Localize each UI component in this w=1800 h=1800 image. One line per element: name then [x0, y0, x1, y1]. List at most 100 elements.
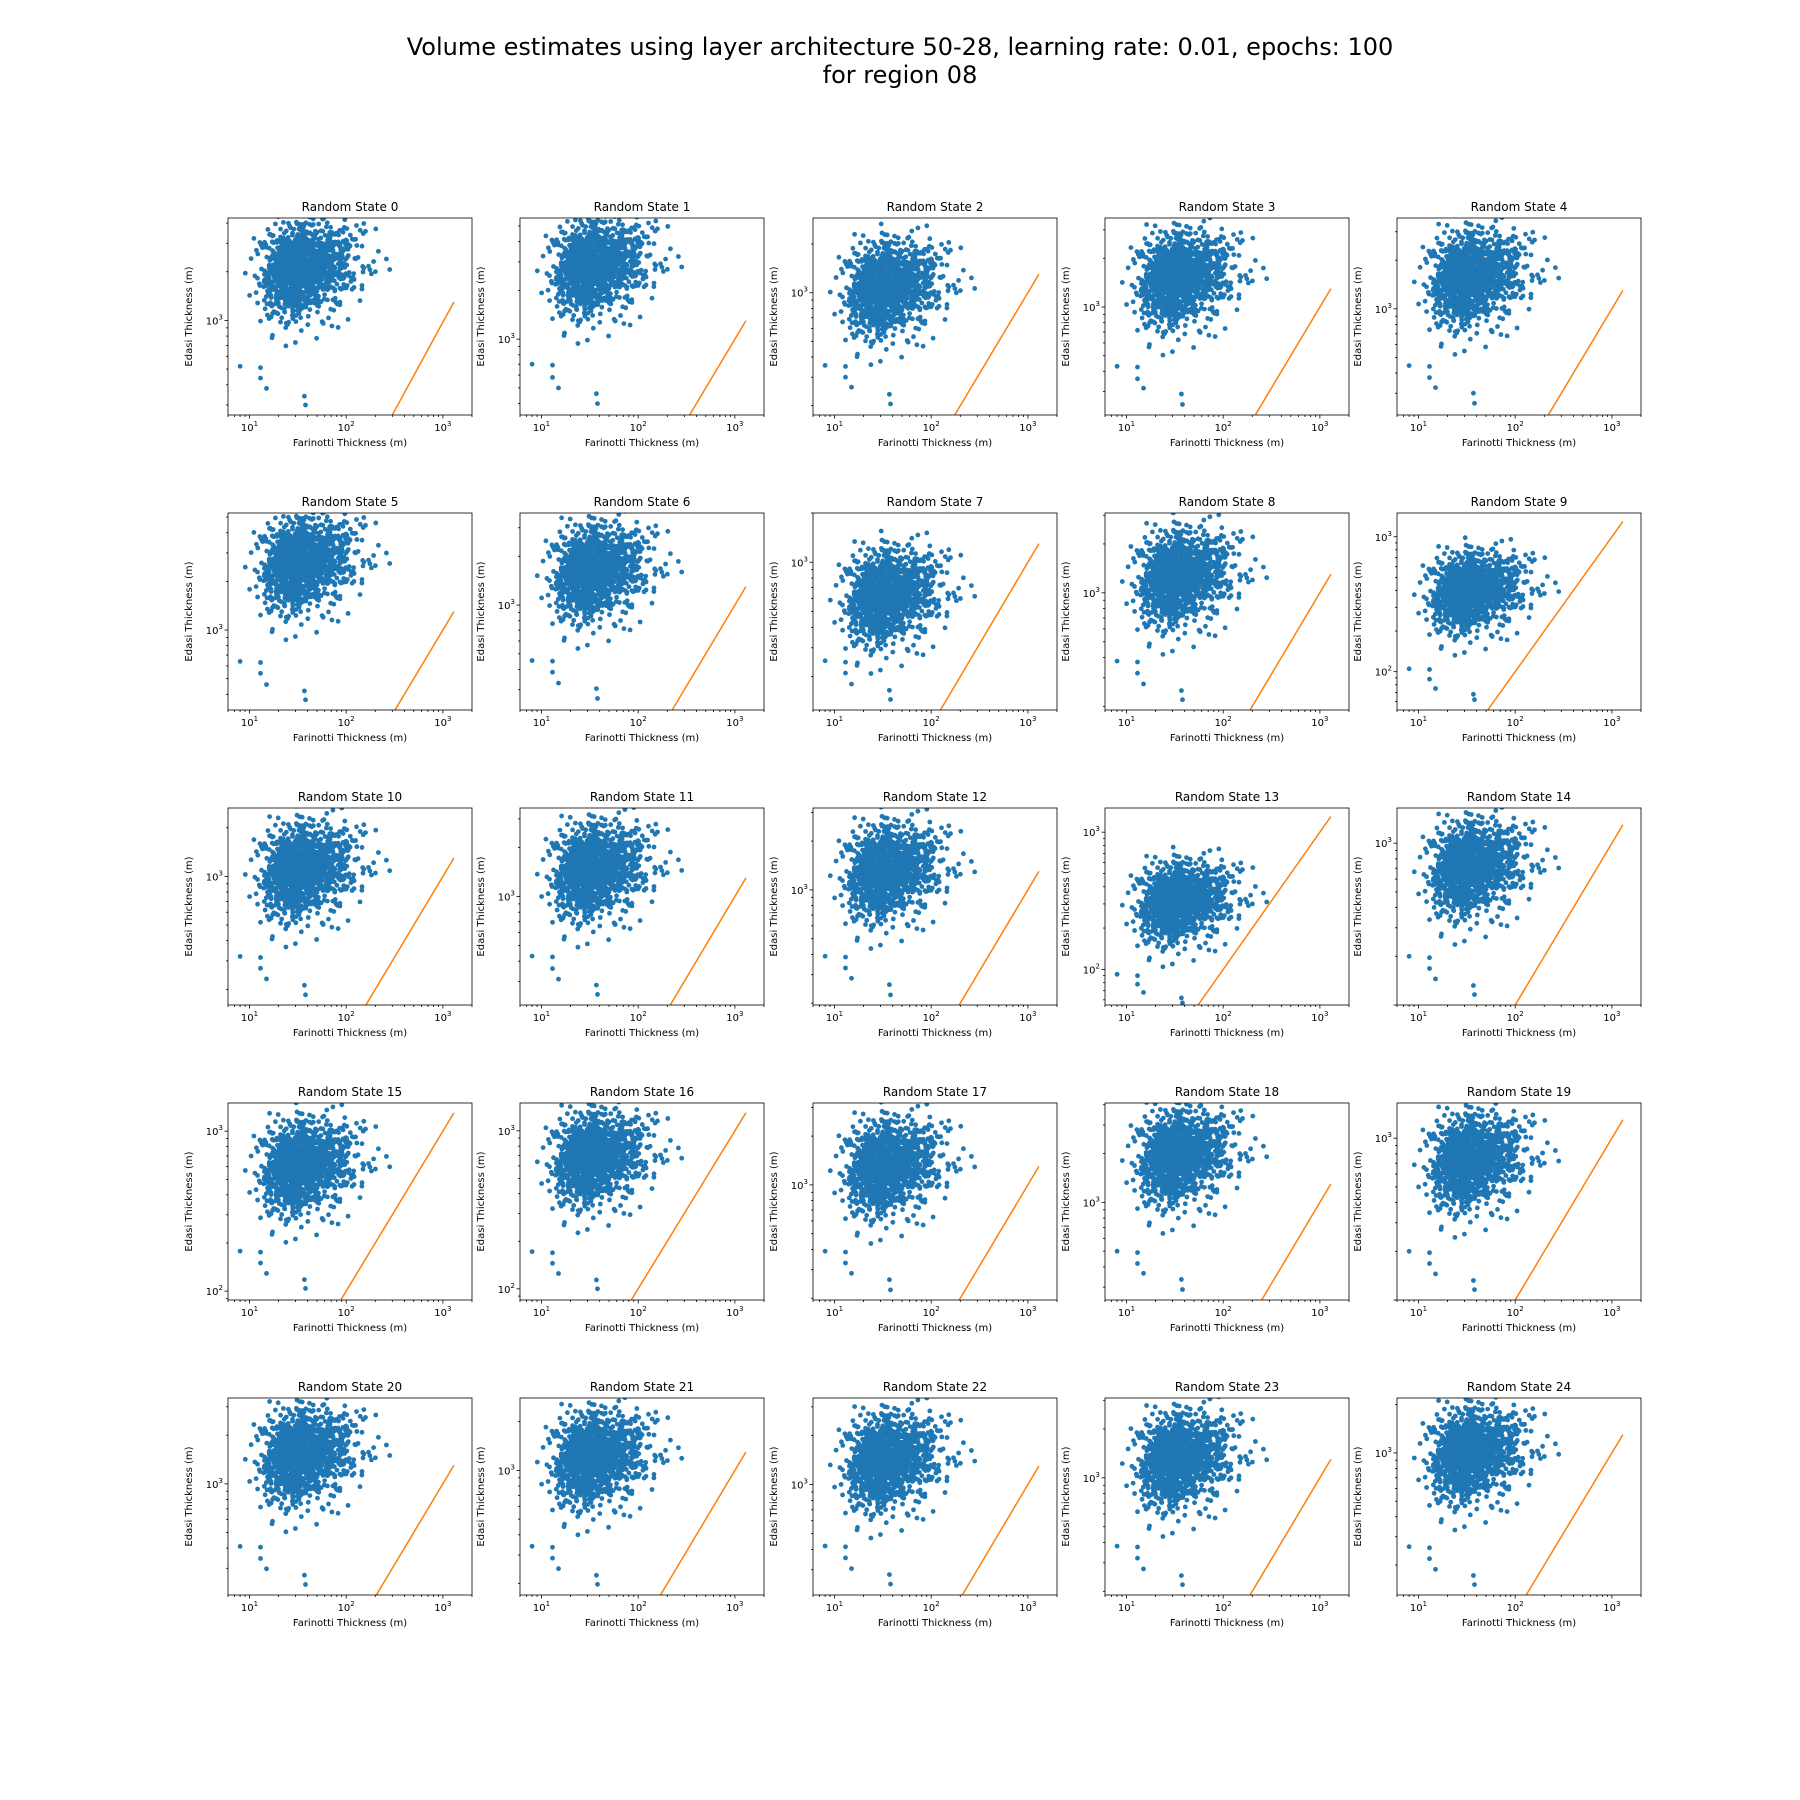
scatter-point — [852, 231, 857, 237]
scatter-point — [570, 224, 575, 230]
scatter-point — [922, 263, 928, 269]
scatter-outlier — [849, 384, 854, 390]
scatter-point — [303, 270, 309, 275]
scatter-point — [936, 290, 942, 295]
scatter-point — [568, 267, 574, 273]
scatter-point — [247, 293, 253, 298]
scatter-point — [333, 256, 338, 261]
scatter-point — [324, 248, 330, 254]
scatter-point — [576, 277, 582, 283]
scatter-point — [915, 316, 921, 322]
scatter-outlier — [888, 401, 893, 407]
scatter-point — [1145, 304, 1151, 310]
scatter-point — [554, 304, 560, 309]
scatter-point — [624, 269, 629, 275]
scatter-point — [907, 301, 912, 307]
reference-line — [688, 320, 747, 415]
scatter-point — [621, 274, 626, 280]
scatter-point — [315, 278, 321, 283]
scatter-point — [262, 239, 267, 245]
scatter-point — [930, 272, 936, 277]
scatter-point — [572, 248, 578, 254]
scatter-point — [273, 284, 279, 290]
scatter-point — [881, 254, 887, 259]
scatter-point — [643, 234, 649, 240]
scatter-point — [277, 255, 283, 260]
scatter-point — [897, 259, 903, 265]
scatter-point — [340, 238, 346, 244]
scatter-point — [621, 321, 627, 326]
scatter-point — [601, 220, 607, 226]
scatter-point — [913, 243, 918, 249]
scatter-point — [620, 222, 625, 228]
scatter-point — [328, 229, 334, 235]
scatter-point — [606, 251, 612, 257]
scatter-point — [606, 262, 611, 268]
scatter-point — [340, 276, 346, 281]
scatter-point — [574, 306, 579, 312]
scatter-point — [649, 295, 655, 301]
scatter-point — [337, 266, 343, 272]
scatter-point — [927, 236, 933, 242]
scatter-point — [612, 226, 618, 232]
scatter-point — [575, 341, 581, 346]
scatter-point — [300, 223, 306, 229]
scatter-point — [326, 286, 331, 292]
scatter-point — [591, 277, 597, 282]
scatter-point — [258, 318, 263, 324]
scatter-point — [863, 245, 868, 251]
x-tick-label: 101 — [826, 420, 843, 434]
scatter-point — [322, 292, 327, 297]
scatter-point — [676, 254, 681, 259]
scatter-point — [303, 304, 309, 310]
scatter-point — [653, 218, 659, 224]
scatter-point — [290, 232, 295, 238]
scatter-point — [558, 285, 564, 290]
scatter-point — [616, 245, 622, 251]
scatter-point — [928, 304, 934, 310]
scatter-point — [610, 255, 616, 261]
scatter-point — [321, 218, 327, 221]
scatter-point — [890, 341, 896, 346]
scatter-point — [586, 305, 592, 311]
scatter-point — [373, 269, 378, 275]
scatter-point — [305, 242, 311, 248]
scatter-point — [651, 241, 657, 247]
scatter-point — [543, 233, 549, 239]
scatter-point — [870, 313, 875, 319]
scatter-point — [312, 241, 318, 246]
scatter-point — [324, 276, 330, 282]
scatter-point — [586, 268, 592, 273]
scatter-point — [298, 315, 303, 321]
scatter-point — [570, 232, 575, 237]
scatter-point — [597, 319, 603, 325]
scatter-point — [328, 224, 333, 230]
scatter-point — [607, 307, 612, 313]
scatter-point — [635, 254, 641, 260]
scatter-point — [892, 233, 897, 239]
scatter-point — [556, 252, 562, 257]
scatter-point — [268, 300, 273, 306]
scatter-point — [1119, 280, 1125, 285]
scatter-point — [843, 337, 848, 343]
scatter-point — [255, 251, 261, 257]
scatter-point — [595, 248, 601, 254]
scatter-point — [903, 276, 909, 282]
scatter-point — [944, 262, 950, 268]
scatter-point — [334, 230, 339, 236]
scatter-point — [278, 305, 284, 311]
scatter-point — [901, 322, 907, 328]
scatter-point — [565, 219, 570, 224]
scatter-point — [544, 271, 550, 276]
scatter-point — [616, 218, 622, 223]
scatter-point — [281, 220, 286, 225]
scatter-point — [620, 304, 626, 310]
scatter-point — [851, 264, 857, 270]
scatter-point — [665, 224, 671, 229]
scatter-point — [320, 228, 326, 234]
scatter-point — [560, 292, 566, 298]
scatter-point — [892, 301, 898, 307]
scatter-point — [557, 224, 563, 230]
